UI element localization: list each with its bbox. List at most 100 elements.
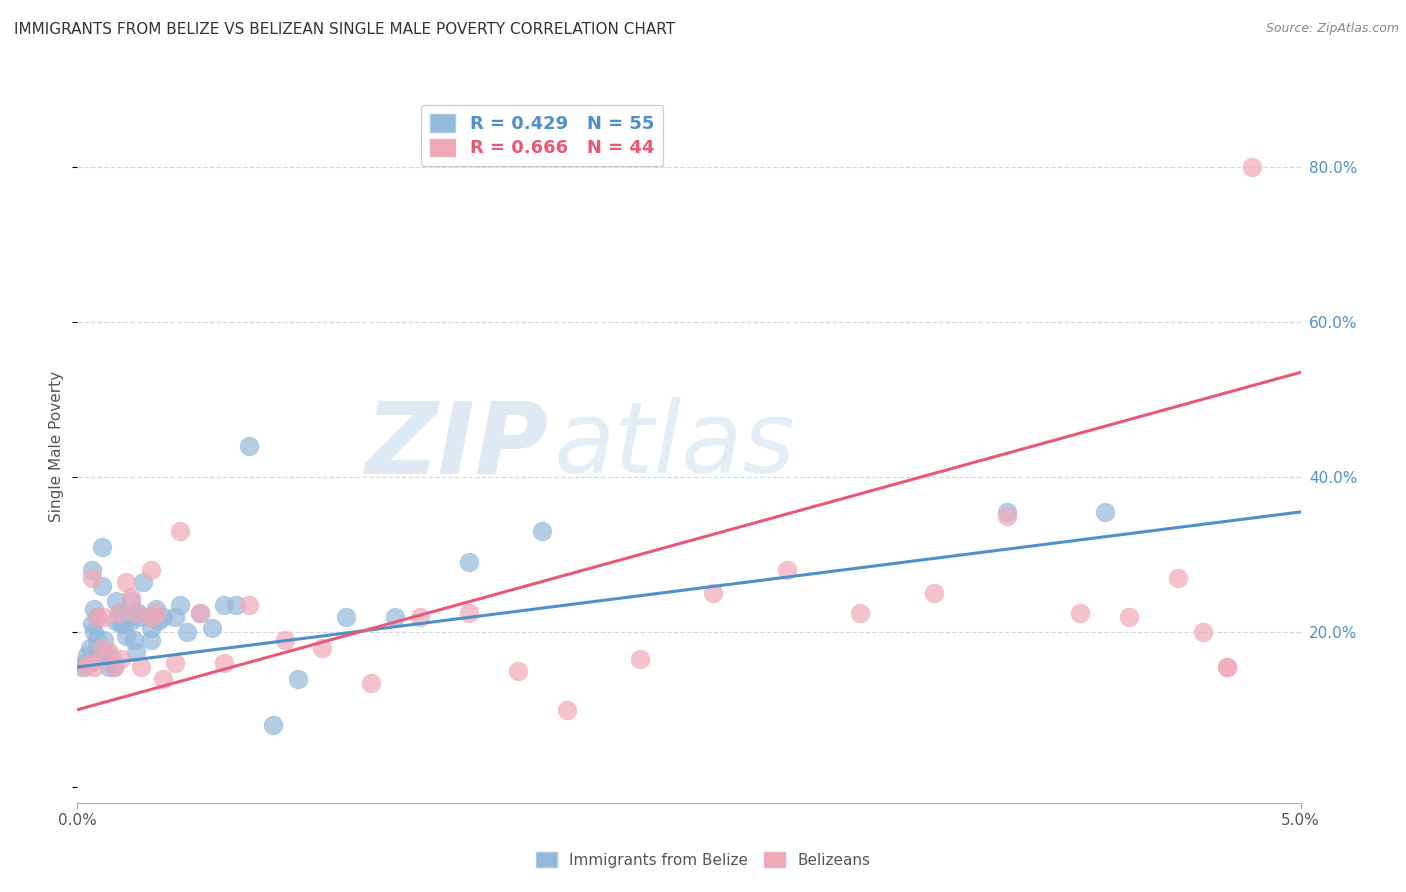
- Point: [93, 609, 115, 624]
- Point: [125, 606, 148, 620]
- Point: [76, 648, 98, 663]
- Point: [110, 617, 132, 632]
- Point: [628, 652, 651, 666]
- Point: [262, 718, 284, 732]
- Point: [1216, 660, 1239, 674]
- Point: [73, 656, 96, 670]
- Text: atlas: atlas: [554, 398, 796, 494]
- Point: [93, 632, 115, 647]
- Point: [129, 609, 152, 624]
- Point: [360, 675, 382, 690]
- Point: [79, 640, 101, 655]
- Point: [1167, 571, 1189, 585]
- Point: [145, 602, 167, 616]
- Point: [531, 524, 554, 539]
- Point: [139, 621, 162, 635]
- Point: [201, 621, 224, 635]
- Point: [108, 606, 131, 620]
- Point: [335, 609, 357, 624]
- Point: [384, 609, 406, 624]
- Point: [112, 617, 135, 632]
- Point: [115, 629, 138, 643]
- Point: [122, 632, 145, 647]
- Point: [90, 640, 112, 655]
- Point: [922, 586, 945, 600]
- Point: [146, 614, 169, 628]
- Point: [89, 648, 111, 663]
- Point: [83, 602, 105, 616]
- Point: [132, 574, 155, 589]
- Point: [409, 609, 432, 624]
- Point: [129, 660, 152, 674]
- Point: [457, 606, 479, 620]
- Point: [98, 660, 121, 674]
- Point: [702, 586, 724, 600]
- Point: [105, 594, 128, 608]
- Point: [506, 664, 529, 678]
- Point: [1191, 625, 1213, 640]
- Point: [120, 591, 142, 605]
- Point: [169, 598, 191, 612]
- Point: [103, 660, 125, 674]
- Point: [105, 614, 128, 628]
- Text: IMMIGRANTS FROM BELIZE VS BELIZEAN SINGLE MALE POVERTY CORRELATION CHART: IMMIGRANTS FROM BELIZE VS BELIZEAN SINGL…: [14, 22, 675, 37]
- Point: [1094, 505, 1116, 519]
- Point: [96, 644, 118, 658]
- Point: [287, 672, 309, 686]
- Point: [165, 656, 187, 670]
- Point: [145, 606, 167, 620]
- Text: Source: ZipAtlas.com: Source: ZipAtlas.com: [1265, 22, 1399, 36]
- Point: [120, 614, 142, 628]
- Point: [80, 617, 103, 632]
- Y-axis label: Single Male Poverty: Single Male Poverty: [49, 370, 65, 522]
- Point: [90, 540, 112, 554]
- Point: [115, 609, 138, 624]
- Point: [139, 632, 162, 647]
- Point: [169, 524, 191, 539]
- Point: [73, 660, 96, 674]
- Point: [555, 703, 578, 717]
- Point: [70, 660, 93, 674]
- Point: [98, 644, 121, 658]
- Point: [311, 640, 333, 655]
- Point: [274, 632, 297, 647]
- Point: [849, 606, 872, 620]
- Point: [79, 656, 101, 670]
- Point: [86, 632, 108, 647]
- Point: [1240, 160, 1263, 174]
- Point: [86, 609, 108, 624]
- Point: [128, 606, 150, 620]
- Point: [1216, 660, 1239, 674]
- Point: [238, 439, 260, 453]
- Point: [188, 606, 211, 620]
- Point: [165, 609, 187, 624]
- Point: [83, 660, 105, 674]
- Point: [776, 563, 799, 577]
- Point: [139, 563, 162, 577]
- Point: [225, 598, 247, 612]
- Point: [995, 508, 1018, 523]
- Legend: R = 0.429   N = 55, R = 0.666   N = 44: R = 0.429 N = 55, R = 0.666 N = 44: [420, 105, 664, 167]
- Point: [83, 625, 105, 640]
- Point: [152, 672, 174, 686]
- Point: [188, 606, 211, 620]
- Point: [120, 594, 142, 608]
- Point: [115, 574, 138, 589]
- Point: [110, 652, 132, 666]
- Point: [80, 563, 103, 577]
- Point: [995, 505, 1018, 519]
- Point: [152, 609, 174, 624]
- Point: [212, 598, 235, 612]
- Point: [86, 609, 108, 624]
- Point: [139, 609, 162, 624]
- Point: [79, 656, 101, 670]
- Point: [1069, 606, 1091, 620]
- Point: [238, 598, 260, 612]
- Point: [100, 652, 122, 666]
- Point: [90, 579, 112, 593]
- Point: [80, 571, 103, 585]
- Point: [103, 660, 125, 674]
- Point: [176, 625, 198, 640]
- Point: [212, 656, 235, 670]
- Point: [457, 555, 479, 569]
